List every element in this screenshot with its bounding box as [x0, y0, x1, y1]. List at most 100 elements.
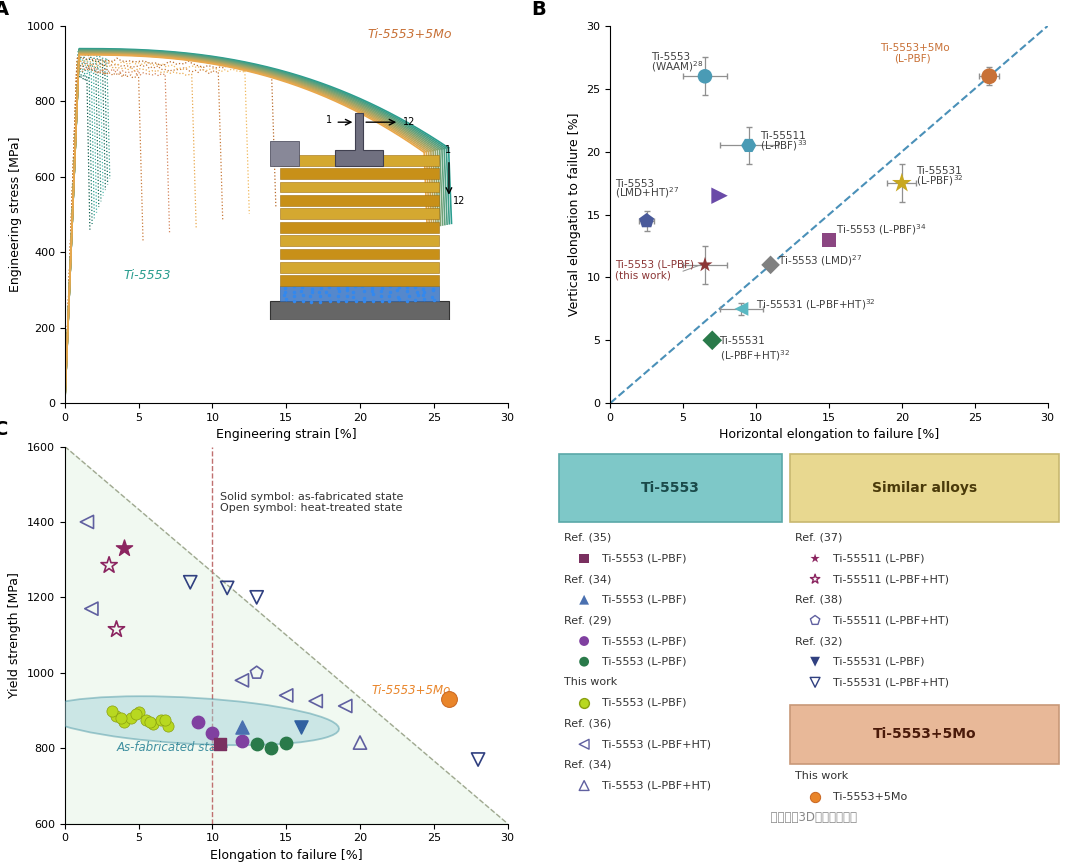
Point: [189, 715, 206, 729]
Point: [104, 704, 121, 718]
Text: C: C: [0, 420, 9, 440]
Y-axis label: Vertical elongation to failure [%]: Vertical elongation to failure [%]: [568, 113, 581, 316]
Text: Ti-5553 (L-PBF+HT): Ti-5553 (L-PBF+HT): [602, 740, 711, 749]
Point: [807, 790, 824, 804]
Point: [108, 623, 125, 636]
Point: [130, 706, 147, 720]
Text: (L-PBF)$^{33}$: (L-PBF)$^{33}$: [760, 138, 808, 153]
Point: [233, 674, 251, 688]
Text: Ti-5553 (L-PBF)$^{34}$: Ti-5553 (L-PBF)$^{34}$: [836, 222, 927, 237]
Point: [127, 707, 145, 721]
Point: [278, 688, 295, 702]
Text: A: A: [0, 0, 9, 19]
Point: [233, 720, 251, 734]
Point: [711, 189, 728, 203]
Text: (WAAM)$^{28}$: (WAAM)$^{28}$: [651, 59, 703, 74]
Text: Ti-5553+5Mo: Ti-5553+5Mo: [873, 727, 976, 741]
Text: Ref. (34): Ref. (34): [564, 759, 611, 770]
Point: [807, 614, 824, 628]
Point: [576, 634, 593, 648]
Text: Similar alloys: Similar alloys: [872, 481, 976, 495]
Point: [576, 593, 593, 607]
Text: Ti-5553 (L-PBF): Ti-5553 (L-PBF): [602, 595, 687, 605]
Point: [204, 727, 221, 740]
Point: [248, 590, 266, 604]
Point: [440, 692, 457, 706]
Text: (L-PBF)$^{32}$: (L-PBF)$^{32}$: [916, 173, 964, 188]
Point: [248, 738, 266, 752]
Point: [112, 711, 130, 725]
Y-axis label: Engineering stress [MPa]: Engineering stress [MPa]: [9, 137, 22, 292]
Ellipse shape: [41, 696, 339, 745]
Point: [981, 69, 998, 83]
Text: Ti-55511 (L-PBF+HT): Ti-55511 (L-PBF+HT): [833, 616, 949, 625]
Text: Ti-5553+5Mo: Ti-5553+5Mo: [880, 43, 949, 53]
FancyBboxPatch shape: [789, 705, 1058, 764]
Point: [233, 733, 251, 747]
Point: [83, 602, 100, 616]
Point: [157, 713, 174, 727]
Point: [820, 232, 837, 246]
Text: Ref. (37): Ref. (37): [795, 533, 842, 543]
Point: [116, 715, 133, 729]
Point: [211, 738, 229, 752]
Point: [576, 696, 593, 710]
Point: [293, 720, 310, 734]
Text: Ti-5553 (L-PBF): Ti-5553 (L-PBF): [602, 636, 687, 646]
X-axis label: Engineering strain [%]: Engineering strain [%]: [216, 428, 356, 441]
Text: Ref. (32): Ref. (32): [795, 636, 842, 646]
Text: Ti-55531 (L-PBF): Ti-55531 (L-PBF): [833, 656, 924, 667]
Point: [761, 258, 779, 272]
Point: [638, 214, 656, 228]
Text: Ref. (34): Ref. (34): [564, 574, 611, 584]
Point: [576, 779, 593, 792]
Point: [703, 333, 720, 347]
Text: Ti-5553 (LMD)$^{27}$: Ti-5553 (LMD)$^{27}$: [778, 253, 862, 269]
Point: [145, 717, 162, 731]
Point: [807, 675, 824, 689]
Point: [807, 572, 824, 586]
Text: Ti-5553 (L-PBF): Ti-5553 (L-PBF): [615, 259, 693, 270]
Text: 公众号・3D打印技术参考: 公众号・3D打印技术参考: [762, 812, 858, 825]
Text: (L-PBF): (L-PBF): [894, 53, 931, 63]
Text: This work: This work: [564, 677, 617, 688]
Point: [100, 558, 118, 572]
Point: [160, 719, 177, 733]
Text: (this work): (this work): [615, 271, 671, 281]
Text: Ti-5553 (L-PBF): Ti-5553 (L-PBF): [602, 656, 687, 667]
Point: [278, 735, 295, 749]
Point: [108, 709, 125, 723]
Point: [116, 541, 133, 555]
Point: [807, 655, 824, 668]
Text: B: B: [531, 0, 546, 19]
FancyBboxPatch shape: [789, 454, 1058, 522]
Point: [137, 713, 154, 727]
Text: Ti-5553 (L-PBF): Ti-5553 (L-PBF): [602, 553, 687, 564]
Point: [351, 735, 368, 749]
Text: Ti-55511 (L-PBF): Ti-55511 (L-PBF): [833, 553, 924, 564]
Text: This work: This work: [795, 771, 848, 781]
Text: Ti-5553+5Mo: Ti-5553+5Mo: [372, 683, 451, 696]
Text: Ti-55531
(L-PBF+HT)$^{32}$: Ti-55531 (L-PBF+HT)$^{32}$: [719, 336, 789, 362]
Point: [307, 694, 324, 708]
Text: Ref. (29): Ref. (29): [564, 616, 611, 625]
Point: [697, 258, 714, 272]
Text: Ref. (38): Ref. (38): [795, 595, 842, 605]
Point: [337, 699, 354, 713]
X-axis label: Elongation to failure [%]: Elongation to failure [%]: [210, 849, 363, 862]
Text: Ti-55531 (L-PBF+HT)$^{32}$: Ti-55531 (L-PBF+HT)$^{32}$: [756, 297, 876, 312]
Point: [893, 176, 910, 190]
Point: [576, 655, 593, 668]
Point: [262, 741, 280, 755]
Point: [152, 713, 170, 727]
Text: Ti-5553+5Mo: Ti-5553+5Mo: [367, 28, 451, 41]
Text: Ti-55511 (L-PBF+HT): Ti-55511 (L-PBF+HT): [833, 574, 949, 584]
Point: [807, 551, 824, 565]
Text: Ref. (35): Ref. (35): [564, 533, 611, 543]
Text: (LMD+HT)$^{27}$: (LMD+HT)$^{27}$: [615, 186, 679, 200]
Text: Ti-5553: Ti-5553: [651, 52, 690, 62]
Point: [141, 715, 159, 729]
Point: [248, 666, 266, 680]
Text: Ti-55531 (L-PBF+HT): Ti-55531 (L-PBF+HT): [833, 677, 949, 688]
Point: [576, 737, 593, 751]
